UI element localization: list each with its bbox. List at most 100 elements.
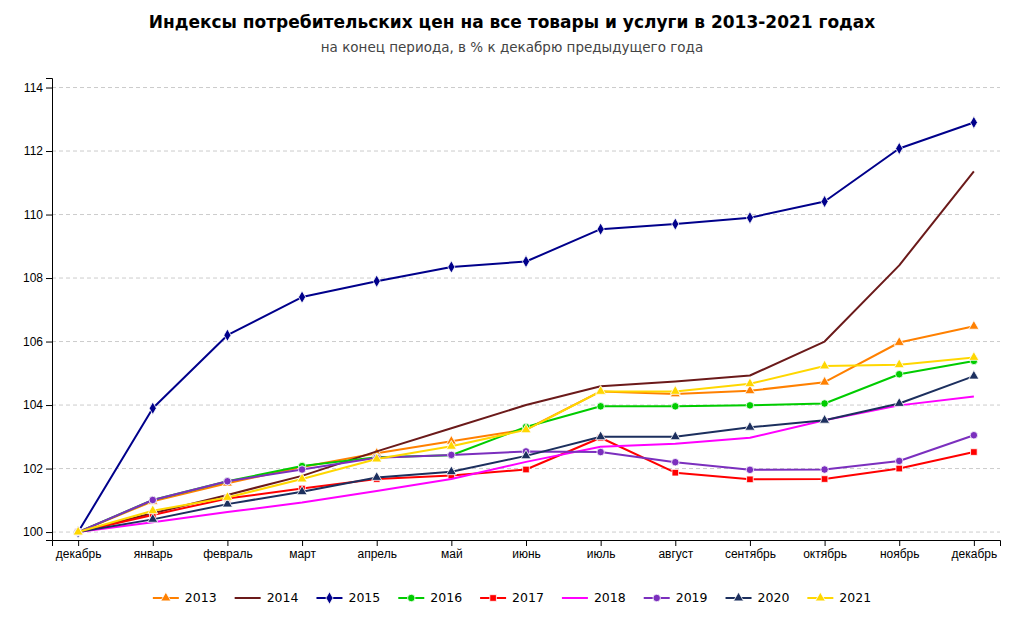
x-tick-mark — [153, 540, 154, 546]
legend-marker — [490, 595, 497, 602]
series-marker — [521, 424, 531, 433]
x-tick-label: октябрь — [803, 547, 847, 561]
series — [73, 370, 979, 535]
x-tick-mark — [227, 540, 228, 546]
x-tick: май — [441, 540, 463, 561]
x-tick-label: февраль — [203, 547, 253, 561]
legend-item: 2021 — [807, 590, 871, 605]
y-tick-label: 114 — [24, 81, 43, 95]
y-tick: 112 — [24, 144, 52, 158]
series-marker — [448, 451, 455, 458]
legend-label: 2021 — [839, 590, 871, 605]
series-marker — [148, 495, 158, 504]
x-tick-mark — [750, 540, 751, 546]
legend-item: 2014 — [235, 590, 299, 605]
legend-item: 2020 — [726, 590, 790, 605]
series-line — [78, 435, 974, 532]
y-tick-label: 100 — [23, 525, 43, 539]
legend-label: 2013 — [185, 590, 217, 605]
chart: Индексы потребительских цен на все товар… — [0, 0, 1024, 624]
x-tick-label: март — [289, 547, 316, 561]
legend-marker — [408, 594, 415, 601]
series-marker — [821, 195, 828, 207]
series-marker — [971, 449, 978, 456]
series-marker — [148, 514, 158, 523]
y-tick-label: 112 — [24, 144, 43, 158]
series-marker — [596, 386, 606, 395]
series-marker — [821, 466, 828, 473]
series-marker — [298, 291, 305, 303]
legend-item: 2013 — [153, 590, 217, 605]
y-tick: 100 — [23, 525, 52, 539]
series-marker — [820, 414, 830, 423]
series-marker — [521, 450, 531, 459]
legend-label: 2015 — [348, 590, 380, 605]
series-marker — [672, 403, 679, 410]
y-tick-label: 104 — [23, 398, 43, 412]
y-tick-mark — [46, 469, 52, 470]
series-marker — [820, 376, 830, 385]
series-marker — [746, 402, 753, 409]
legend-item: 2015 — [316, 590, 380, 605]
legend-swatch — [562, 597, 588, 599]
series-marker — [448, 261, 455, 273]
plot: 100102104106108110112114декабрьянварьфев… — [23, 79, 1001, 561]
series-marker — [670, 386, 680, 395]
series-marker — [670, 431, 680, 440]
series-marker — [596, 431, 606, 440]
series-marker — [448, 451, 455, 458]
legend-marker — [653, 594, 660, 601]
series-marker — [372, 472, 382, 481]
grid — [52, 88, 1000, 533]
series-marker — [597, 403, 604, 410]
x-tick: февраль — [203, 540, 253, 561]
x-tick-mark — [302, 540, 303, 546]
series-marker — [522, 255, 529, 267]
series-marker — [894, 359, 904, 368]
x-tick-mark — [78, 540, 79, 546]
y-tick-mark — [46, 532, 52, 533]
series-marker — [597, 448, 604, 455]
series-line — [78, 376, 974, 532]
series-line — [78, 326, 974, 532]
series-marker — [894, 398, 904, 407]
legend-label: 2019 — [676, 590, 708, 605]
series-marker — [672, 458, 679, 465]
series-marker — [746, 466, 753, 473]
series-marker — [969, 370, 979, 379]
series-marker — [372, 453, 382, 462]
series-marker — [446, 441, 456, 450]
x-tick: октябрь — [803, 540, 847, 561]
legend-item: 2018 — [562, 590, 626, 605]
x-tick: август — [658, 540, 693, 561]
x-tick-mark — [899, 540, 900, 546]
series-marker — [895, 371, 902, 378]
series-line — [78, 171, 974, 532]
legend-item: 2019 — [644, 590, 708, 605]
x-tick-label: январь — [134, 547, 173, 561]
series-marker — [446, 466, 456, 475]
series-marker — [222, 492, 232, 501]
y-tick-mark — [46, 342, 52, 343]
x-tick-mark — [825, 540, 826, 546]
series-area — [73, 116, 979, 538]
y-tick: 106 — [23, 335, 52, 349]
x-tick-label: ноябрь — [880, 547, 920, 561]
series-marker — [297, 473, 307, 482]
x-tick-label: декабрь — [952, 547, 998, 561]
grid-line — [52, 341, 1000, 342]
series-marker — [745, 421, 755, 430]
series — [74, 357, 977, 536]
x-tick-mark — [451, 540, 452, 546]
grid-line — [52, 87, 1000, 88]
y-axis-line — [46, 79, 53, 541]
x-tick-mark — [601, 540, 602, 546]
y-axis: 100102104106108110112114 — [23, 79, 53, 541]
series-marker — [298, 466, 305, 473]
legend-label: 2017 — [512, 590, 544, 605]
y-tick-mark — [46, 151, 52, 152]
series-line — [78, 361, 974, 532]
series-marker — [148, 505, 158, 514]
legend-label: 2020 — [758, 590, 790, 605]
legend-item: 2017 — [480, 590, 544, 605]
